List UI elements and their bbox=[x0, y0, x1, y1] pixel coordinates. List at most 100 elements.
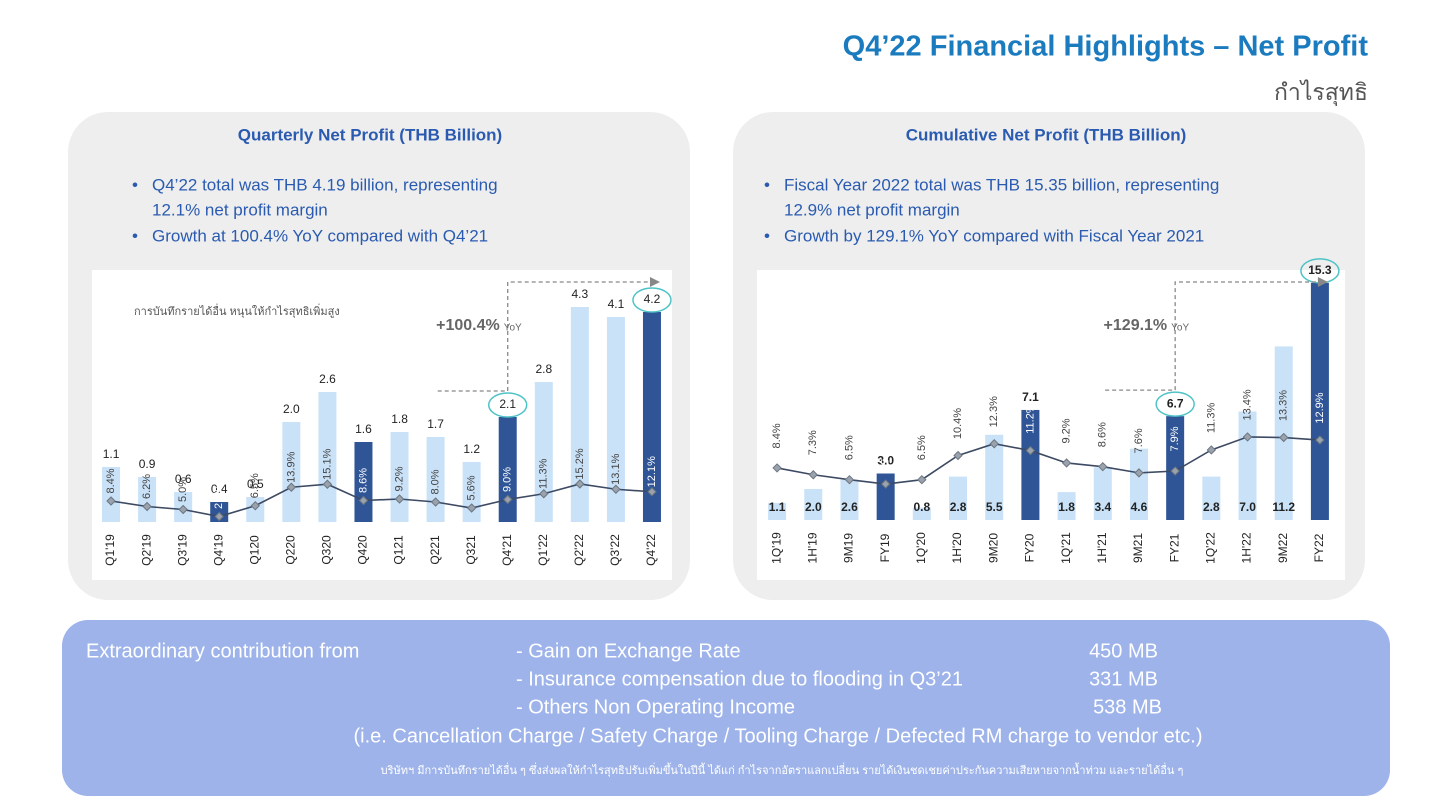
bar-value-label: 5.5 bbox=[986, 500, 1003, 514]
slide-title: Q4’22 Financial Highlights – Net Profit bbox=[843, 31, 1369, 63]
bar-value-label: 4.3 bbox=[572, 287, 589, 301]
margin-marker bbox=[539, 489, 549, 499]
x-tick-label: 9M20 bbox=[986, 533, 1000, 563]
bar bbox=[1129, 448, 1148, 520]
footer-note: บริษัทฯ มีการบันทึกรายได้อื่น ๆ ซึ่งส่งผ… bbox=[381, 762, 1184, 777]
x-tick-label: FY19 bbox=[878, 533, 892, 562]
margin-label: 2.2% bbox=[213, 484, 225, 509]
bar bbox=[318, 392, 337, 522]
margin-label: 13.9% bbox=[285, 451, 297, 482]
bar-value-label: 2.8 bbox=[950, 500, 967, 514]
bar-value-label: 2.6 bbox=[319, 372, 336, 386]
x-tick-label: 1Q'19 bbox=[769, 532, 783, 564]
x-tick-label: Q2'19 bbox=[139, 534, 153, 566]
bar bbox=[606, 317, 625, 522]
arrow-head bbox=[1317, 277, 1328, 287]
footer-item: - Others Non Operating Income bbox=[516, 696, 795, 718]
margin-marker bbox=[575, 479, 585, 489]
bar bbox=[768, 502, 787, 520]
margin-marker bbox=[647, 487, 657, 497]
bullet-text: Q4’22 total was THB 4.19 billion, repres… bbox=[152, 175, 498, 194]
bar-value-label: 1.2 bbox=[463, 442, 480, 456]
bar-value-label: 1.1 bbox=[769, 500, 786, 514]
bar bbox=[282, 422, 301, 522]
margin-marker bbox=[322, 479, 333, 489]
bar-value-label: 0.8 bbox=[914, 500, 931, 514]
x-tick-label: 1H'21 bbox=[1095, 532, 1109, 563]
x-tick-label: 1H'22 bbox=[1240, 532, 1254, 563]
bar-value-label: 7.1 bbox=[1022, 390, 1039, 404]
highlight-oval bbox=[1155, 391, 1195, 417]
bar bbox=[1310, 282, 1329, 520]
margin-label: 10.4% bbox=[952, 408, 964, 439]
footer-item: - Insurance compensation due to flooding… bbox=[516, 668, 963, 690]
margin-marker bbox=[286, 482, 297, 492]
bar bbox=[804, 489, 823, 520]
margin-label: 11.2% bbox=[1024, 403, 1036, 434]
margin-marker bbox=[142, 501, 152, 512]
bar bbox=[498, 417, 517, 522]
margin-marker bbox=[1098, 461, 1108, 472]
footer-detail: (i.e. Cancellation Charge / Safety Charg… bbox=[354, 725, 1203, 747]
bar bbox=[102, 467, 121, 522]
x-tick-label: Q4'22 bbox=[644, 534, 658, 566]
bar bbox=[1021, 409, 1040, 520]
x-tick-label: 9M21 bbox=[1131, 533, 1145, 563]
margin-label: 6.5% bbox=[916, 435, 928, 460]
margin-label: 12.3% bbox=[988, 396, 1000, 427]
margin-label: 7.3% bbox=[807, 430, 819, 455]
margin-marker bbox=[611, 484, 621, 494]
footer-box bbox=[62, 620, 1390, 796]
x-tick-label: Q320 bbox=[320, 535, 334, 565]
bar-value-label: 0.9 bbox=[139, 457, 156, 471]
margin-marker bbox=[844, 474, 855, 485]
x-tick-label: Q2'22 bbox=[572, 534, 586, 566]
margin-label: 5.8% bbox=[880, 439, 892, 464]
x-tick-label: FY22 bbox=[1312, 533, 1326, 562]
growth-arrow bbox=[1105, 281, 1318, 391]
margin-marker bbox=[1170, 466, 1180, 476]
margin-line bbox=[776, 436, 1320, 485]
x-tick-label: 9M22 bbox=[1276, 533, 1290, 563]
bullet-text: Fiscal Year 2022 total was THB 15.35 bil… bbox=[784, 175, 1219, 194]
margin-marker bbox=[503, 494, 513, 505]
bar bbox=[534, 382, 553, 522]
bar-value-label: 11.2 bbox=[1272, 500, 1295, 514]
bar-value-label: 6.7 bbox=[1167, 396, 1184, 410]
margin-label: 15.2% bbox=[574, 448, 586, 479]
margin-label: 8.0% bbox=[430, 469, 442, 494]
footer-item: - Gain on Exchange Rate bbox=[516, 640, 741, 662]
x-tick-label: Q420 bbox=[356, 535, 370, 565]
margin-label: 6.5% bbox=[843, 435, 855, 460]
slide-subtitle: กำไรสุทธิ bbox=[1274, 79, 1368, 106]
margin-marker bbox=[1242, 432, 1253, 442]
bar bbox=[840, 479, 859, 520]
margin-marker bbox=[880, 479, 891, 489]
x-tick-label: FY21 bbox=[1167, 533, 1181, 562]
bullet-dot: • bbox=[764, 175, 770, 194]
growth-unit: YoY bbox=[1171, 323, 1189, 334]
margin-label: 13.4% bbox=[1241, 389, 1253, 420]
bar bbox=[354, 442, 373, 522]
x-tick-label: Q120 bbox=[247, 535, 261, 565]
bar-value-label: 2.8 bbox=[1203, 500, 1220, 514]
x-tick-label: 1Q'21 bbox=[1059, 532, 1073, 564]
bar-value-label: 2.6 bbox=[841, 500, 858, 514]
bar-value-label: 3.4 bbox=[1094, 500, 1111, 514]
margin-label: 9.0% bbox=[502, 467, 514, 492]
bar-value-label: 2.0 bbox=[805, 500, 822, 514]
footer-amount: 331 MB bbox=[1089, 668, 1158, 690]
margin-label: 13.3% bbox=[1278, 390, 1290, 421]
margin-label: 8.4% bbox=[105, 468, 117, 493]
margin-label: 9.2% bbox=[393, 466, 405, 491]
margin-marker bbox=[917, 474, 927, 485]
bar-value-label: 2.1 bbox=[499, 397, 516, 411]
margin-label: 6.5% bbox=[249, 473, 261, 498]
bar-value-label: 15.3 bbox=[1308, 263, 1332, 277]
bar-value-label: 1.8 bbox=[1058, 500, 1075, 514]
growth-label: +100.4% bbox=[436, 317, 500, 334]
x-tick-label: 1H'20 bbox=[950, 532, 964, 563]
x-tick-label: Q221 bbox=[428, 535, 442, 565]
footer-amount: 538 MB bbox=[1093, 696, 1162, 718]
margin-label: 9.2% bbox=[1061, 418, 1073, 443]
